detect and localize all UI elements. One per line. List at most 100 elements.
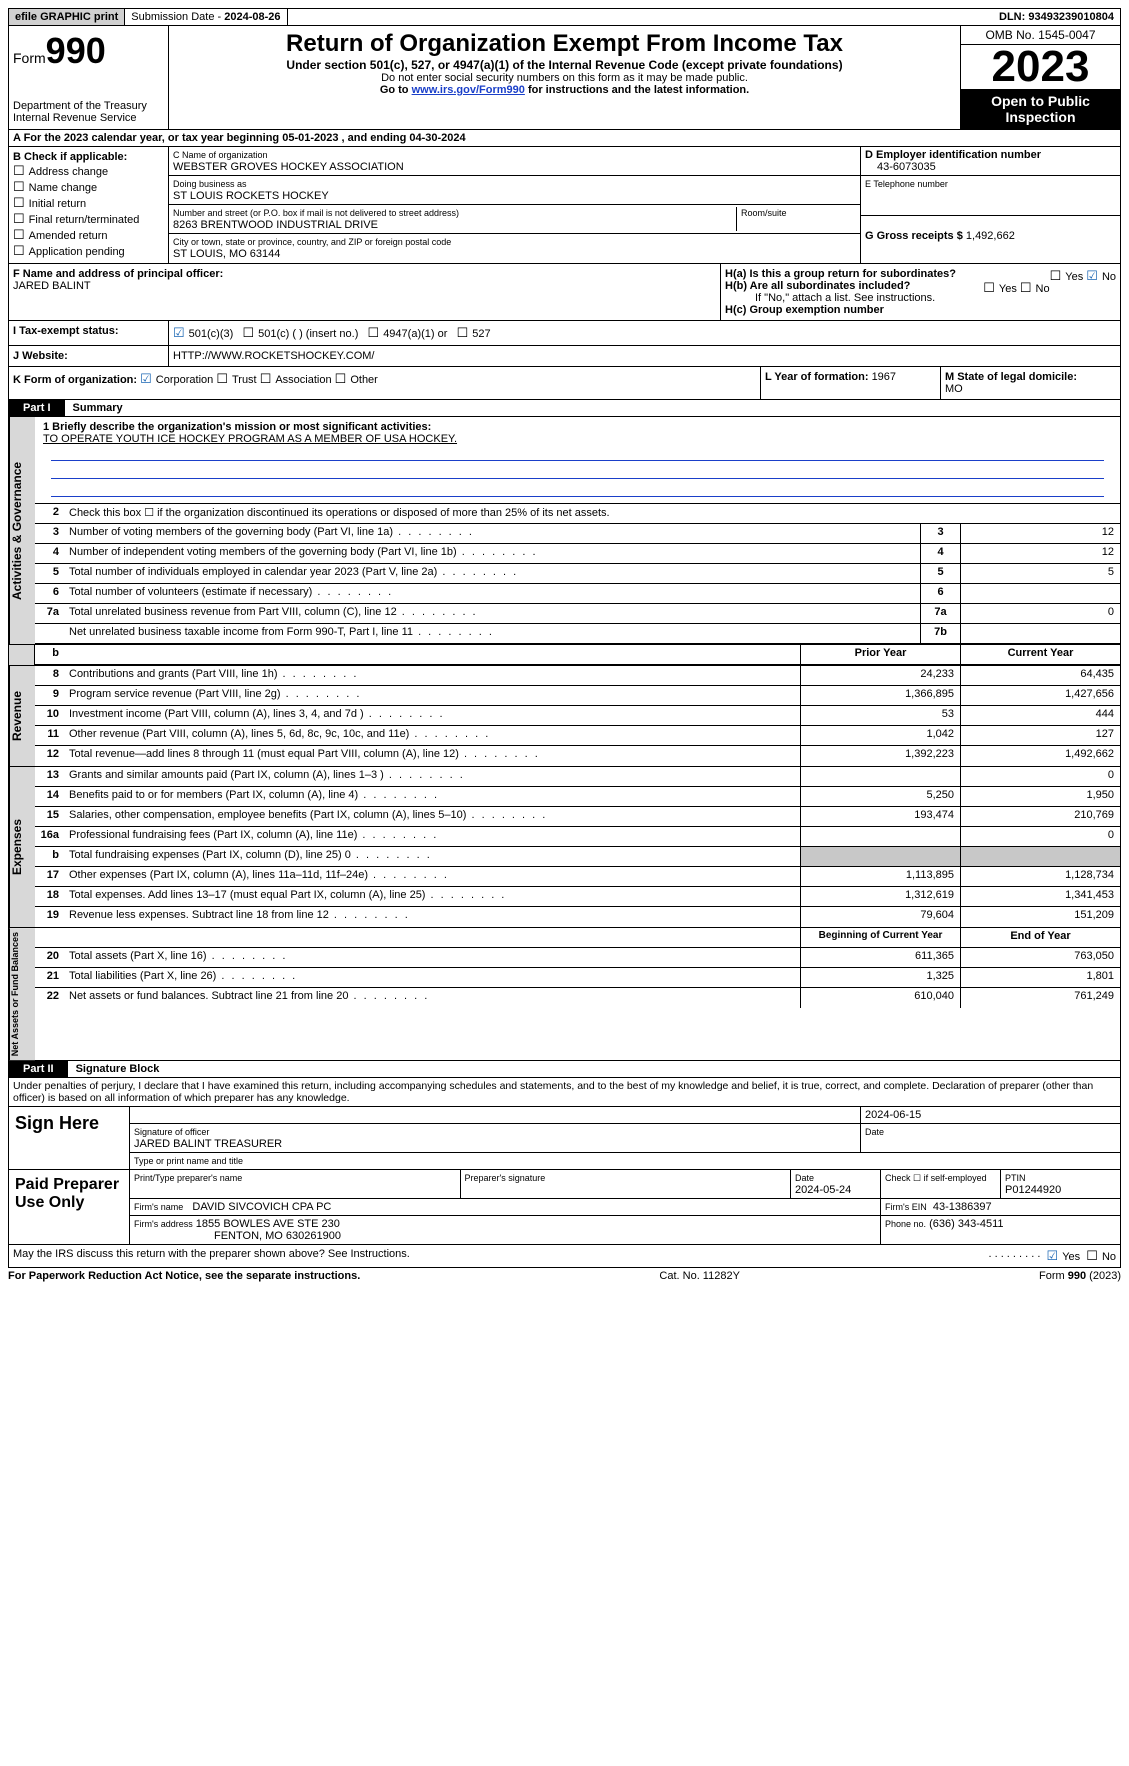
current-value: 64,435 (960, 666, 1120, 685)
prior-value: 53 (800, 706, 960, 725)
org-name: WEBSTER GROVES HOCKEY ASSOCIATION (173, 161, 404, 173)
gov-line: Number of independent voting members of … (65, 544, 920, 563)
current-value: 1,128,734 (960, 867, 1120, 886)
table-row-desc: Grants and similar amounts paid (Part IX… (65, 767, 800, 786)
netasset-headers: Net Assets or Fund Balances Beginning of… (8, 928, 1121, 1061)
prior-value: 1,042 (800, 726, 960, 745)
h-a-yes[interactable]: Yes (1050, 271, 1084, 283)
summary-governance: Activities & Governance 1 Briefly descri… (8, 417, 1121, 645)
form-title: Return of Organization Exempt From Incom… (177, 30, 952, 58)
box-m: M State of legal domicile:MO (940, 367, 1120, 399)
current-value: 1,427,656 (960, 686, 1120, 705)
gov-line: Number of voting members of the governin… (65, 524, 920, 543)
chk-527[interactable]: 527 (457, 325, 491, 341)
current-value: 151,209 (960, 907, 1120, 927)
current-value: 763,050 (960, 948, 1120, 967)
page-footer: For Paperwork Reduction Act Notice, see … (8, 1268, 1121, 1284)
current-value: 127 (960, 726, 1120, 745)
discuss-no[interactable]: No (1086, 1251, 1116, 1263)
officer-name: JARED BALINT (13, 280, 91, 292)
part-1-header: Part I Summary (8, 400, 1121, 417)
table-row-desc: Net assets or fund balances. Subtract li… (65, 988, 800, 1008)
side-netassets: Net Assets or Fund Balances (9, 928, 35, 1060)
self-employed-check[interactable]: Check ☐ if self-employed (885, 1173, 987, 1183)
efile-print-button[interactable]: efile GRAPHIC print (9, 9, 125, 25)
current-value: 761,249 (960, 988, 1120, 1008)
prior-value: 610,040 (800, 988, 960, 1008)
gov-value: 12 (960, 544, 1120, 563)
form-number: Form990 (13, 30, 164, 72)
prior-year-header: Prior Year (800, 645, 960, 664)
table-row-desc: Total revenue—add lines 8 through 11 (mu… (65, 746, 800, 766)
chk-501c[interactable]: 501(c) ( ) (insert no.) (242, 325, 358, 341)
prior-value: 1,312,619 (800, 887, 960, 906)
table-row-desc: Professional fundraising fees (Part IX, … (65, 827, 800, 846)
current-value: 1,341,453 (960, 887, 1120, 906)
website-url[interactable]: HTTP://WWW.ROCKETSHOCKEY.COM/ (169, 346, 1120, 366)
ein: 43-6073035 (865, 161, 936, 173)
current-value: 1,492,662 (960, 746, 1120, 766)
box-h: H(a) Is this a group return for subordin… (720, 264, 1120, 320)
preparer-date: 2024-05-24 (795, 1184, 851, 1196)
instructions-link-line: Go to www.irs.gov/Form990 for instructio… (177, 84, 952, 96)
discuss-yes[interactable]: Yes (1047, 1251, 1081, 1263)
table-row-desc: Program service revenue (Part VIII, line… (65, 686, 800, 705)
chk-corp[interactable]: Corporation (140, 371, 213, 387)
firm-ein: 43-1386397 (933, 1201, 992, 1213)
section-a-tax-year: A For the 2023 calendar year, or tax yea… (8, 130, 1121, 147)
box-b-checkboxes: B Check if applicable: Address change Na… (9, 147, 169, 263)
h-a-no[interactable]: No (1086, 271, 1116, 283)
tax-year: 2023 (961, 45, 1120, 89)
sign-here-label: Sign Here (9, 1107, 129, 1169)
prior-value: 193,474 (800, 807, 960, 826)
tax-status: 501(c)(3) 501(c) ( ) (insert no.) 4947(a… (169, 321, 1120, 345)
box-l: L Year of formation: 1967 (760, 367, 940, 399)
h-b-yes[interactable]: Yes (983, 283, 1017, 295)
chk-501c3[interactable]: 501(c)(3) (173, 325, 233, 341)
prior-value (800, 767, 960, 786)
box-k: K Form of organization: Corporation Trus… (9, 367, 760, 399)
mission-text: TO OPERATE YOUTH ICE HOCKEY PROGRAM AS A… (43, 433, 457, 445)
prior-value: 1,366,895 (800, 686, 960, 705)
chk-4947[interactable]: 4947(a)(1) or (368, 325, 448, 341)
box-c-org-info: C Name of organizationWEBSTER GROVES HOC… (169, 147, 860, 263)
chk-application-pending[interactable]: Application pending (13, 246, 125, 258)
line-1-label: 1 Briefly describe the organization's mi… (43, 421, 431, 433)
chk-amended[interactable]: Amended return (13, 230, 108, 242)
chk-assoc[interactable]: Association (260, 371, 332, 387)
current-year-header: Current Year (960, 645, 1120, 664)
chk-other[interactable]: Other (335, 371, 378, 387)
gross-receipts: 1,492,662 (966, 230, 1015, 242)
prior-value: 24,233 (800, 666, 960, 685)
chk-address-change[interactable]: Address change (13, 166, 108, 178)
penalties-text: Under penalties of perjury, I declare th… (8, 1078, 1121, 1107)
chk-initial-return[interactable]: Initial return (13, 198, 86, 210)
submission-date: Submission Date - 2024-08-26 (125, 9, 287, 25)
table-row-desc: Investment income (Part VIII, column (A)… (65, 706, 800, 725)
form-header: Form990 Department of the Treasury Inter… (8, 26, 1121, 130)
chk-name-change[interactable]: Name change (13, 182, 97, 194)
gov-value: 0 (960, 604, 1120, 623)
chk-trust[interactable]: Trust (216, 371, 256, 387)
firm-addr1: 1855 BOWLES AVE STE 230 (196, 1218, 340, 1230)
summary-expenses: Expenses 13Grants and similar amounts pa… (8, 767, 1121, 928)
irs-link[interactable]: www.irs.gov/Form990 (412, 84, 525, 96)
h-b-no[interactable]: No (1020, 283, 1050, 295)
open-inspection: Open to Public Inspection (961, 89, 1120, 129)
sign-date: 2024-06-15 (865, 1109, 921, 1121)
firm-addr2: FENTON, MO 630261900 (134, 1230, 341, 1242)
prior-value (800, 847, 960, 866)
paid-preparer-label: Paid Preparer Use Only (9, 1170, 129, 1244)
gov-value: 5 (960, 564, 1120, 583)
summary-revenue: Revenue 8Contributions and grants (Part … (8, 666, 1121, 767)
side-expenses: Expenses (9, 767, 35, 927)
street: 8263 BRENTWOOD INDUSTRIAL DRIVE (173, 219, 378, 231)
table-row-desc: Other expenses (Part IX, column (A), lin… (65, 867, 800, 886)
dln: DLN: 93493239010804 (993, 9, 1120, 25)
firm-phone: (636) 343-4511 (929, 1218, 1003, 1230)
chk-final-return[interactable]: Final return/terminated (13, 214, 139, 226)
table-row-desc: Benefits paid to or for members (Part IX… (65, 787, 800, 806)
current-value: 0 (960, 827, 1120, 846)
table-row-desc: Other revenue (Part VIII, column (A), li… (65, 726, 800, 745)
table-row-desc: Total assets (Part X, line 16) (65, 948, 800, 967)
